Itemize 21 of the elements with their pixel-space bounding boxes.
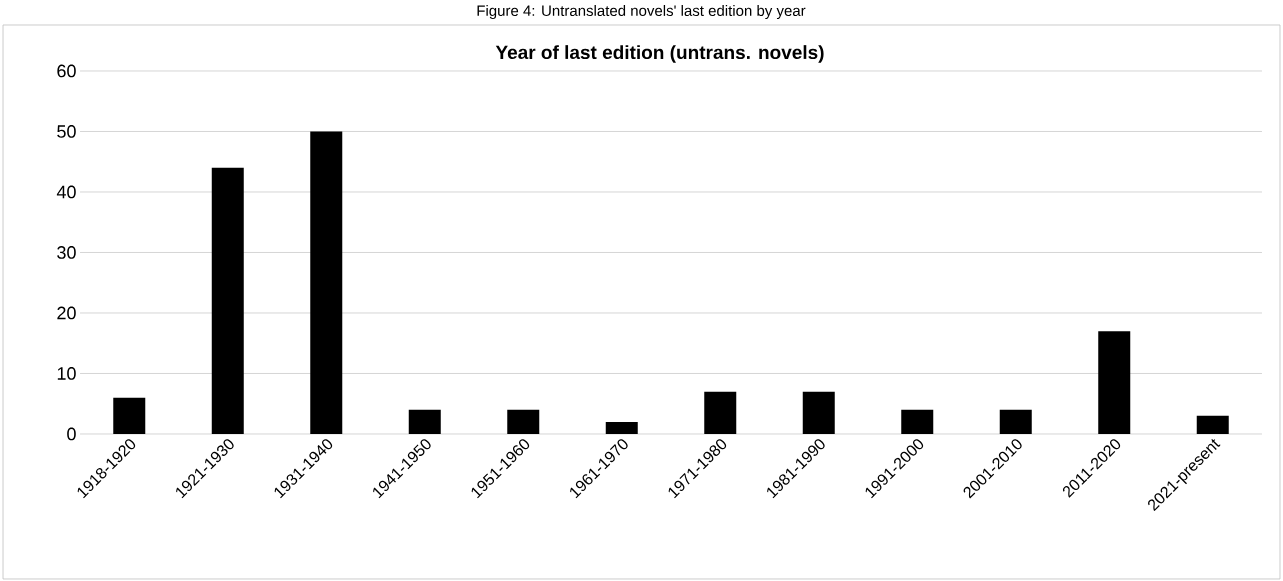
bar <box>704 391 737 434</box>
y-tick-label: 60 <box>57 64 76 78</box>
y-tick-label: 0 <box>67 427 76 441</box>
bar <box>310 131 343 434</box>
bar <box>999 409 1032 434</box>
bar <box>802 391 835 434</box>
bar <box>1196 415 1229 434</box>
bar <box>605 421 638 434</box>
bar <box>507 409 540 434</box>
y-tick-label: 50 <box>57 125 76 138</box>
y-tick-label: 10 <box>57 367 76 380</box>
chart-subtitle: Year of last edition (untrans. novels) <box>495 45 824 63</box>
y-tick-label: 20 <box>57 306 76 320</box>
chart-title: Figure 4: Untranslated novels' last edition by year <box>477 5 806 19</box>
bar <box>901 409 934 434</box>
y-tick-label: 40 <box>56 185 76 199</box>
bar <box>211 167 244 434</box>
bar <box>408 409 441 434</box>
bar <box>113 397 146 434</box>
bar <box>1098 331 1131 434</box>
y-tick-label: 30 <box>57 246 76 259</box>
